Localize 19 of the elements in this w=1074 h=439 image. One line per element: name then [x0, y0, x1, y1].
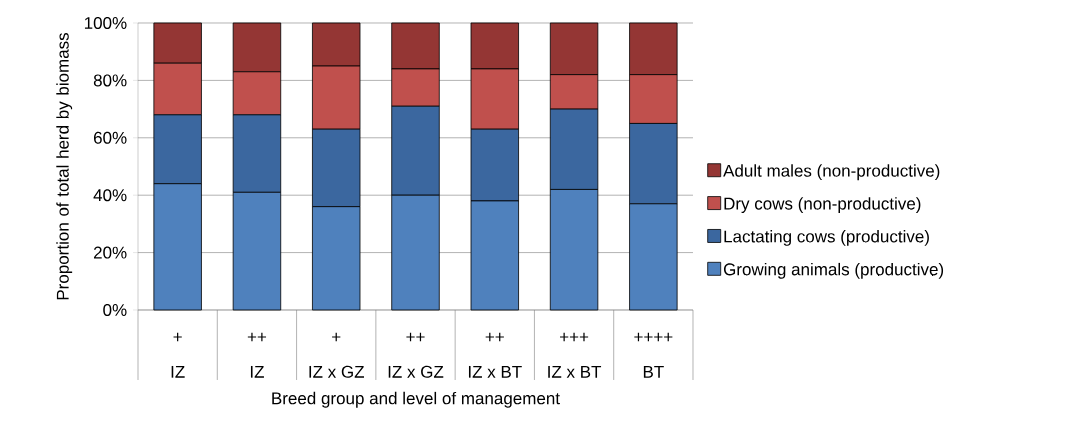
y-tick-label: 40% — [93, 189, 127, 202]
x-axis-title: Breed group and level of management — [272, 391, 560, 408]
y-axis-title: Proportion of total herd by biomass — [56, 32, 73, 300]
legend-label: Growing animals (productive) — [723, 262, 944, 279]
category-label: ++++ BT — [634, 332, 673, 378]
category-label: + IZ x GZ — [309, 332, 365, 378]
category-label: ++ IZ x GZ — [388, 332, 444, 378]
legend-label: Lactating cows (productive) — [724, 230, 929, 246]
category-label: ++ IZ — [247, 332, 267, 378]
y-tick-label: 20% — [93, 246, 127, 259]
y-tick-label: 100% — [84, 16, 127, 30]
legend-label: Dry cows (non-productive) — [724, 197, 921, 213]
y-tick-label: 60% — [93, 131, 127, 144]
y-tick-label: 80% — [93, 74, 127, 87]
legend-label: Adult males (non-productive) — [723, 164, 940, 181]
category-label: + IZ — [171, 332, 185, 378]
y-tick-label: 0% — [103, 303, 127, 317]
category-label: ++ IZ x BT — [468, 332, 522, 378]
category-label: +++ IZ x BT — [548, 332, 602, 378]
